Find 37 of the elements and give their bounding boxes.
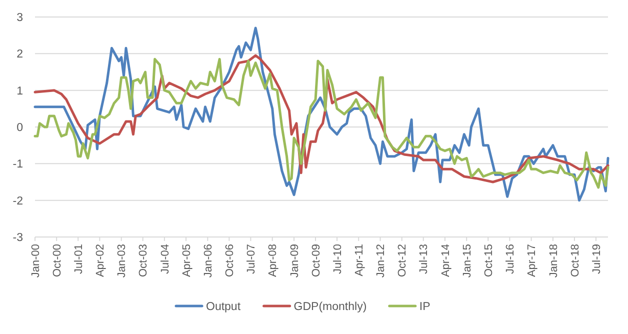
x-tick-label: Apr-11 (353, 244, 366, 276)
y-tick-label: -1 (12, 158, 23, 171)
y-tick-label: 3 (16, 12, 23, 24)
x-tick-label: Jul-07 (246, 244, 258, 274)
legend-label: IP (419, 301, 431, 314)
x-tick-label: Apr-14 (440, 244, 452, 278)
x-tick-label: Apr-08 (267, 244, 280, 278)
x-tick-label: Jul-01 (72, 244, 85, 274)
y-tick-label: 1 (16, 85, 23, 98)
x-tick-label: Jul-16 (504, 244, 517, 274)
x-tick-label: Oct-06 (224, 244, 236, 278)
legend-label: GDP(monthly) (294, 301, 367, 314)
y-tick-label: 2 (16, 48, 23, 61)
x-tick-label: Apr-05 (180, 244, 193, 278)
y-tick-label: 0 (16, 122, 23, 134)
legend-label: Output (206, 301, 242, 314)
y-tick-label: -2 (12, 195, 23, 208)
x-tick-label: Jan-12 (375, 244, 388, 278)
x-tick-label: Apr-17 (526, 244, 538, 278)
x-tick-label: Jul-13 (418, 244, 430, 274)
x-tick-label: Jul-10 (332, 244, 344, 274)
x-tick-label: Jan-00 (30, 244, 42, 278)
x-tick-label: Jan-06 (202, 244, 215, 278)
x-tick-label: Jul-19 (590, 244, 603, 274)
x-tick-label: Oct-03 (138, 244, 150, 278)
x-tick-label: Jan-03 (116, 244, 128, 278)
x-tick-label: Jul-04 (159, 244, 172, 274)
x-tick-label: Oct-12 (396, 244, 409, 278)
x-tick-label: Jan-18 (548, 244, 560, 278)
x-tick-label: Jan-15 (461, 244, 474, 278)
x-tick-label: Oct-09 (310, 244, 322, 278)
x-tick-label: Oct-00 (51, 244, 64, 278)
x-tick-label: Apr-02 (94, 244, 107, 278)
x-tick-label: Oct-15 (482, 244, 495, 278)
x-tick-label: Jan-09 (288, 244, 301, 278)
x-tick-label: Oct-18 (569, 244, 582, 278)
y-tick-label: -3 (12, 232, 23, 244)
